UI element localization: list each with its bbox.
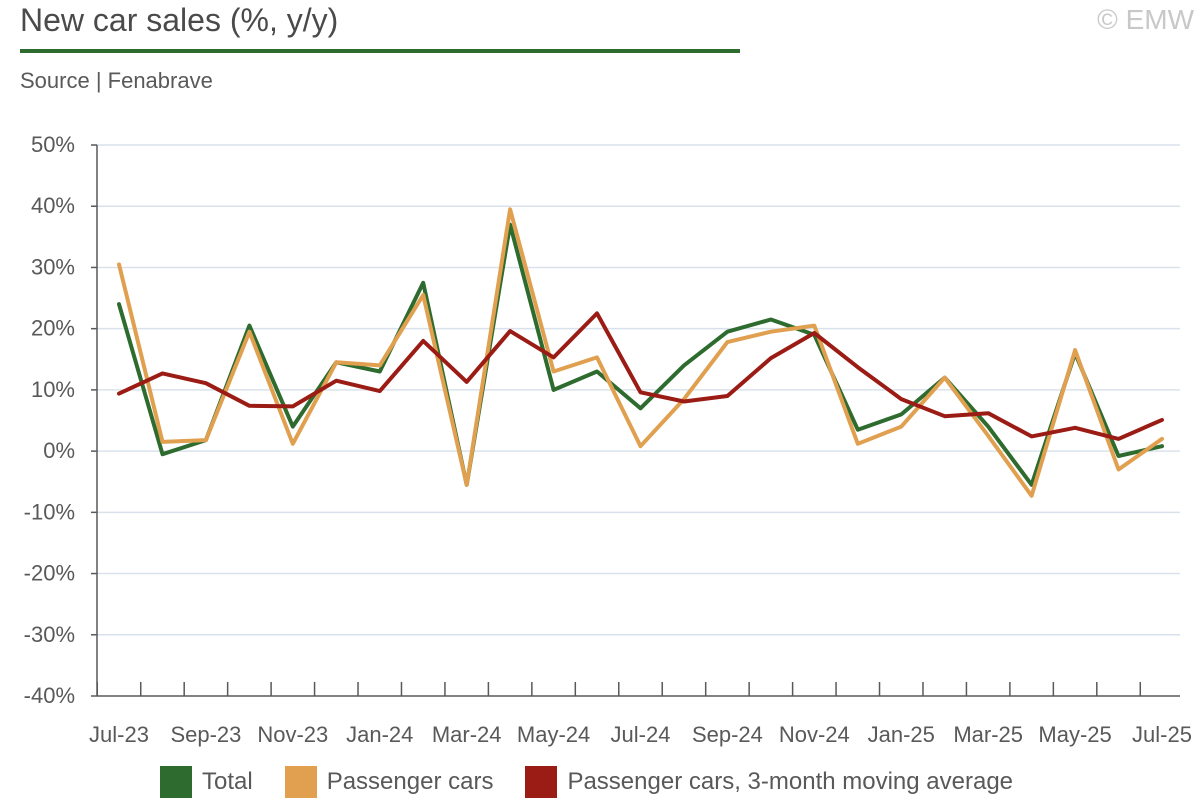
line-chart: -40% -30% -20% -10% 0% 10% 20% 30% 40% 50% Jul-23 S… — [24, 132, 1192, 747]
x-tick-label: Jan-24 — [346, 722, 413, 747]
copyright-text: © EMW — [1097, 4, 1194, 35]
y-tick-label: -10% — [24, 499, 75, 524]
y-tick-label: 30% — [31, 254, 75, 279]
x-tick-label: Sep-24 — [692, 722, 763, 747]
x-tick-label: May-24 — [517, 722, 590, 747]
legend-label-moving-average: Passenger cars, 3-month moving average — [567, 768, 1014, 795]
y-tick-label: 10% — [31, 377, 75, 402]
chart-title: New car sales (%, y/y) — [20, 2, 339, 38]
legend-swatch-moving-average — [525, 766, 558, 798]
x-tick-label: May-25 — [1038, 722, 1111, 747]
legend-swatch-total — [160, 766, 192, 798]
axes — [91, 144, 1180, 697]
x-tick-label: Mar-25 — [953, 722, 1023, 747]
x-tick-label: Jul-25 — [1132, 722, 1192, 747]
source-text: Source | Fenabrave — [20, 68, 213, 93]
series-line-passenger-cars — [117, 207, 1164, 498]
title-underline — [20, 49, 740, 53]
legend-item-total: Total — [160, 766, 253, 798]
legend-swatch-passenger-cars — [284, 766, 317, 798]
series-line-total — [117, 222, 1164, 487]
y-tick-label: 20% — [31, 316, 75, 341]
y-tick-label: 40% — [31, 193, 75, 218]
x-tick-label: Sep-23 — [170, 722, 241, 747]
y-tick-label: 0% — [43, 438, 75, 463]
y-tick-label: -40% — [24, 683, 75, 708]
y-tick-label: 50% — [31, 132, 75, 157]
y-tick-label: -30% — [24, 622, 75, 647]
tick-labels: -40% -30% -20% -10% 0% 10% 20% 30% 40% 50% Jul-23 S… — [24, 132, 1192, 747]
legend-item-moving-average: Passenger cars, 3-month moving average — [525, 766, 1013, 798]
x-tick-label: Jul-24 — [611, 722, 671, 747]
series-line-passenger-cars-3-month-moving-average — [117, 311, 1164, 441]
x-tick-label: Jul-23 — [89, 722, 149, 747]
y-tick-label: -20% — [24, 561, 75, 586]
x-tick-label: Nov-24 — [779, 722, 850, 747]
x-tick-label: Nov-23 — [257, 722, 328, 747]
x-tick-label: Mar-24 — [432, 722, 502, 747]
series-lines — [117, 207, 1164, 498]
x-tick-label: Jan-25 — [868, 722, 935, 747]
legend-item-passenger-cars: Passenger cars — [284, 766, 494, 798]
legend-label-passenger-cars: Passenger cars — [326, 768, 494, 795]
legend-label-total: Total — [202, 768, 253, 795]
legend: Total Passenger cars Passenger cars, 3-m… — [160, 766, 1045, 798]
